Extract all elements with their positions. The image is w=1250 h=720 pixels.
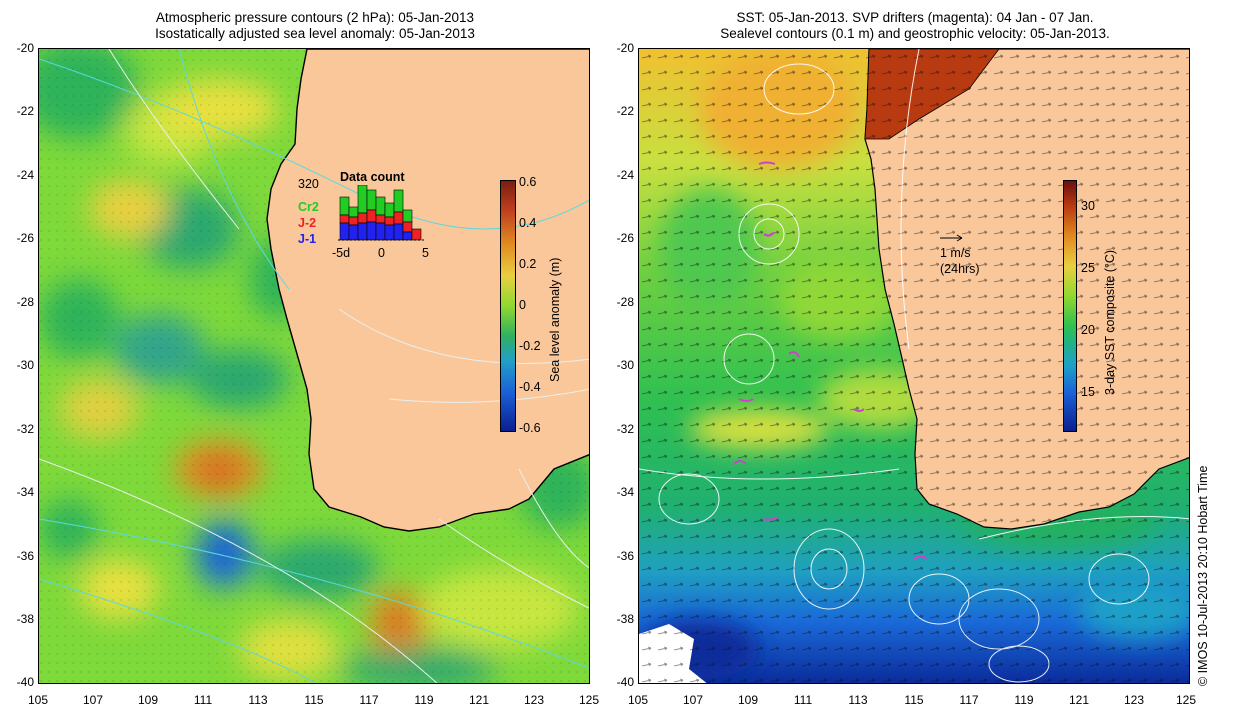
left-map-panel[interactable] (38, 48, 590, 684)
right-map-panel[interactable] (638, 48, 1190, 684)
velocity-scale-label-2: (24hrs) (940, 262, 980, 276)
right-ytick-6: -32 (616, 422, 634, 436)
left-xtick-4: 113 (248, 693, 268, 707)
legend-cr2: Cr2 (298, 200, 319, 214)
velocity-scale-label-1: 1 m/s (940, 246, 971, 260)
left-ytick-3: -26 (16, 231, 34, 245)
right-ytick-3: -26 (616, 231, 634, 245)
right-xtick-4: 113 (848, 693, 868, 707)
velocity-scale-arrow (940, 234, 963, 242)
right-xtick-9: 123 (1123, 693, 1145, 707)
right-xtick-3: 111 (793, 693, 813, 707)
imos-credit: © IMOS 10-Jul-2013 20:10 Hobart Time (1196, 465, 1210, 686)
slcb-tick-6: -0.6 (519, 421, 541, 435)
right-ytick-2: -24 (616, 168, 634, 182)
left-ytick-1: -22 (16, 104, 34, 118)
right-ytick-9: -38 (616, 612, 634, 626)
sstcb-tick-1: 25 (1081, 261, 1095, 275)
right-title-line1: SST: 05-Jan-2013. SVP drifters (magenta)… (736, 10, 1094, 25)
right-ytick-7: -34 (616, 485, 634, 499)
australia-land-left (266, 49, 589, 532)
sst-colorbar-label: 3-day SST composite (°C) (1103, 249, 1117, 395)
legend-j2: J-2 (298, 216, 317, 230)
right-xtick-5: 115 (904, 693, 924, 707)
data-count-histogram (338, 185, 424, 241)
left-ytick-4: -28 (16, 295, 34, 309)
sst-colorbar (1063, 180, 1077, 432)
left-ytick-2: -24 (16, 168, 34, 182)
slcb-tick-0: 0.6 (519, 175, 537, 189)
left-title-line2: Isostatically adjusted sea level anomaly… (155, 26, 475, 41)
left-title-line1: Atmospheric pressure contours (2 hPa): 0… (155, 10, 475, 25)
slcb-tick-3: 0 (519, 298, 526, 312)
left-xtick-8: 121 (468, 693, 490, 707)
legend-j1: J-1 (298, 232, 317, 246)
inset-xtick-neg5: -5d (332, 246, 351, 260)
sstcb-tick-3: 15 (1081, 385, 1095, 399)
right-xtick-1: 107 (682, 693, 704, 707)
sstcb-tick-2: 20 (1081, 323, 1095, 337)
sea-level-colorbar (500, 180, 516, 432)
right-xtick-2: 109 (737, 693, 759, 707)
left-xtick-2: 109 (137, 693, 159, 707)
left-xtick-7: 119 (414, 693, 434, 707)
left-ytick-8: -36 (16, 549, 34, 563)
right-ytick-5: -30 (616, 358, 634, 372)
left-xtick-5: 115 (304, 693, 324, 707)
left-xtick-1: 107 (82, 693, 104, 707)
left-xtick-6: 117 (359, 693, 379, 707)
slcb-tick-1: 0.4 (519, 216, 537, 230)
right-title-line2: Sealevel contours (0.1 m) and geostrophi… (720, 26, 1110, 41)
sstcb-tick-0: 30 (1081, 199, 1095, 213)
left-xtick-9: 123 (523, 693, 545, 707)
right-xtick-0: 105 (627, 693, 649, 707)
right-ytick-4: -28 (616, 295, 634, 309)
right-ytick-8: -36 (616, 549, 634, 563)
sst-map (639, 49, 1189, 683)
right-xtick-10: 125 (1175, 693, 1197, 707)
inset-xtick-0: 0 (378, 246, 385, 260)
left-ytick-10: -40 (16, 675, 34, 689)
right-ytick-1: -22 (616, 104, 634, 118)
left-ytick-5: -30 (16, 358, 34, 372)
left-ytick-9: -38 (16, 612, 34, 626)
left-ytick-6: -32 (16, 422, 34, 436)
right-xtick-7: 119 (1014, 693, 1034, 707)
inset-title: Data count (340, 170, 405, 184)
inset-xtick-5: 5 (422, 246, 429, 260)
left-ytick-0: -20 (16, 41, 34, 55)
sea-level-colorbar-label: Sea level anomaly (m) (548, 257, 562, 382)
left-xtick-0: 105 (27, 693, 49, 707)
left-xtick-10: 125 (578, 693, 600, 707)
left-xtick-3: 111 (193, 693, 213, 707)
left-ytick-7: -34 (16, 485, 34, 499)
sea-level-anomaly-map (39, 49, 589, 683)
right-ytick-0: -20 (616, 41, 634, 55)
slcb-tick-5: -0.4 (519, 380, 541, 394)
right-ytick-10: -40 (616, 675, 634, 689)
slcb-tick-2: 0.2 (519, 257, 537, 271)
slcb-tick-4: -0.2 (519, 339, 541, 353)
right-xtick-8: 121 (1068, 693, 1090, 707)
right-xtick-6: 117 (959, 693, 979, 707)
inset-max-count: 320 (298, 177, 319, 191)
